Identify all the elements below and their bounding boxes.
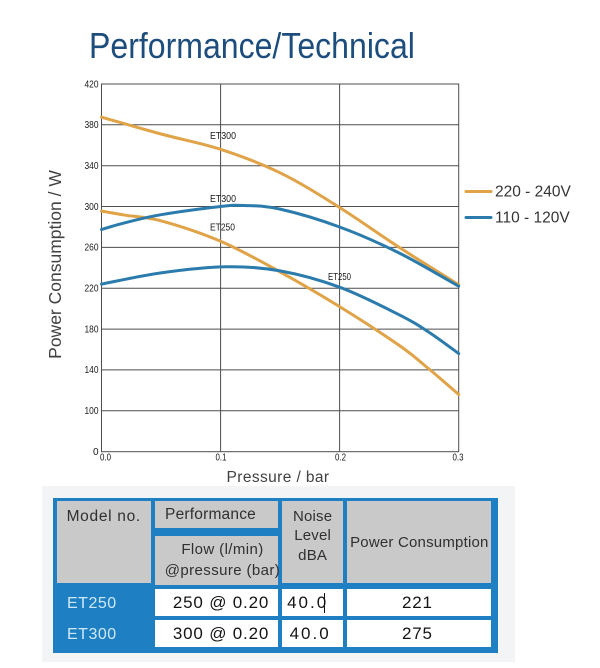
svg-text:260: 260	[85, 243, 99, 254]
svg-text:220 - 240V: 220 - 240V	[495, 184, 571, 201]
svg-text:ET300: ET300	[210, 130, 236, 142]
svg-text:420: 420	[85, 79, 99, 90]
svg-text:220: 220	[85, 284, 99, 295]
svg-text:0.2: 0.2	[335, 453, 346, 464]
svg-text:0.1: 0.1	[216, 453, 227, 464]
svg-text:180: 180	[85, 324, 99, 335]
svg-text:0.3: 0.3	[453, 453, 464, 464]
svg-text:110 - 120V: 110 - 120V	[495, 210, 570, 227]
svg-text:340: 340	[85, 161, 99, 172]
svg-text:300: 300	[85, 202, 99, 213]
svg-text:Pressure / bar: Pressure / bar	[227, 469, 330, 486]
svg-text:ET250: ET250	[210, 222, 235, 234]
svg-text:140: 140	[85, 365, 99, 376]
svg-text:ET250: ET250	[328, 271, 351, 283]
svg-text:Power Consumption / W: Power Consumption / W	[45, 170, 65, 359]
svg-text:ET300: ET300	[210, 193, 236, 205]
svg-text:0: 0	[93, 447, 99, 458]
svg-text:100: 100	[85, 406, 99, 417]
svg-text:380: 380	[85, 120, 99, 131]
svg-text:0.0: 0.0	[100, 453, 111, 464]
